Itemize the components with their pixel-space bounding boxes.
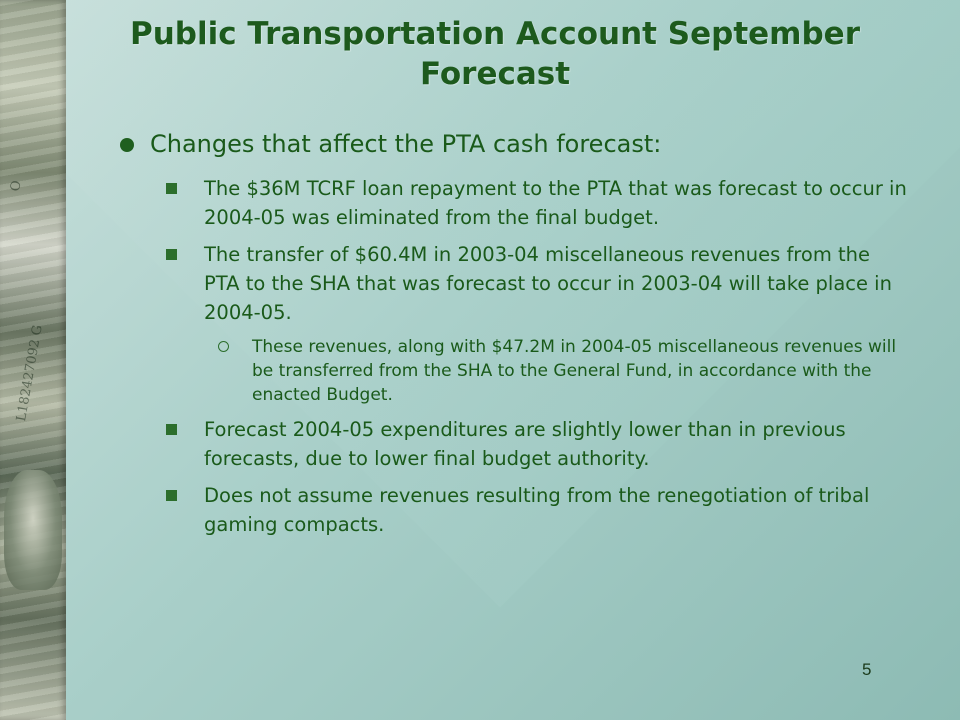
square-bullet-icon: [166, 249, 177, 260]
square-bullet-icon: [166, 424, 177, 435]
bill-serial-number: L182427092 G: [14, 323, 46, 423]
sub-bullet-text: The transfer of $60.4M in 2003-04 miscel…: [204, 243, 892, 324]
round-bullet-icon: [120, 138, 134, 152]
main-bullet-text: Changes that affect the PTA cash forecas…: [150, 130, 662, 158]
bill-portrait-image: [4, 470, 62, 590]
slide-title: Public Transportation Account September …: [130, 16, 860, 92]
sub-bullet: Forecast 2004-05 expenditures are slight…: [120, 415, 910, 473]
bill-serial-mark: O: [8, 179, 25, 193]
sub-bullet: The $36M TCRF loan repayment to the PTA …: [120, 174, 910, 232]
page-number: 5: [862, 660, 872, 679]
sub-bullet-text: Forecast 2004-05 expenditures are slight…: [204, 418, 846, 470]
sub-bullet-text: Does not assume revenues resulting from …: [204, 484, 870, 536]
hollow-circle-bullet-icon: [218, 341, 229, 352]
sub-bullet: The transfer of $60.4M in 2003-04 miscel…: [120, 240, 910, 327]
sub-bullet: Does not assume revenues resulting from …: [120, 481, 910, 539]
square-bullet-icon: [166, 490, 177, 501]
currency-photo-strip: O L182427092 G: [0, 0, 66, 720]
sub-bullet-text: The $36M TCRF loan repayment to the PTA …: [204, 177, 907, 229]
slide-content: Changes that affect the PTA cash forecas…: [120, 128, 910, 547]
nested-bullet-text: These revenues, along with $47.2M in 200…: [252, 337, 897, 405]
square-bullet-icon: [166, 183, 177, 194]
main-bullet: Changes that affect the PTA cash forecas…: [120, 128, 910, 160]
nested-bullet: These revenues, along with $47.2M in 200…: [120, 335, 910, 407]
